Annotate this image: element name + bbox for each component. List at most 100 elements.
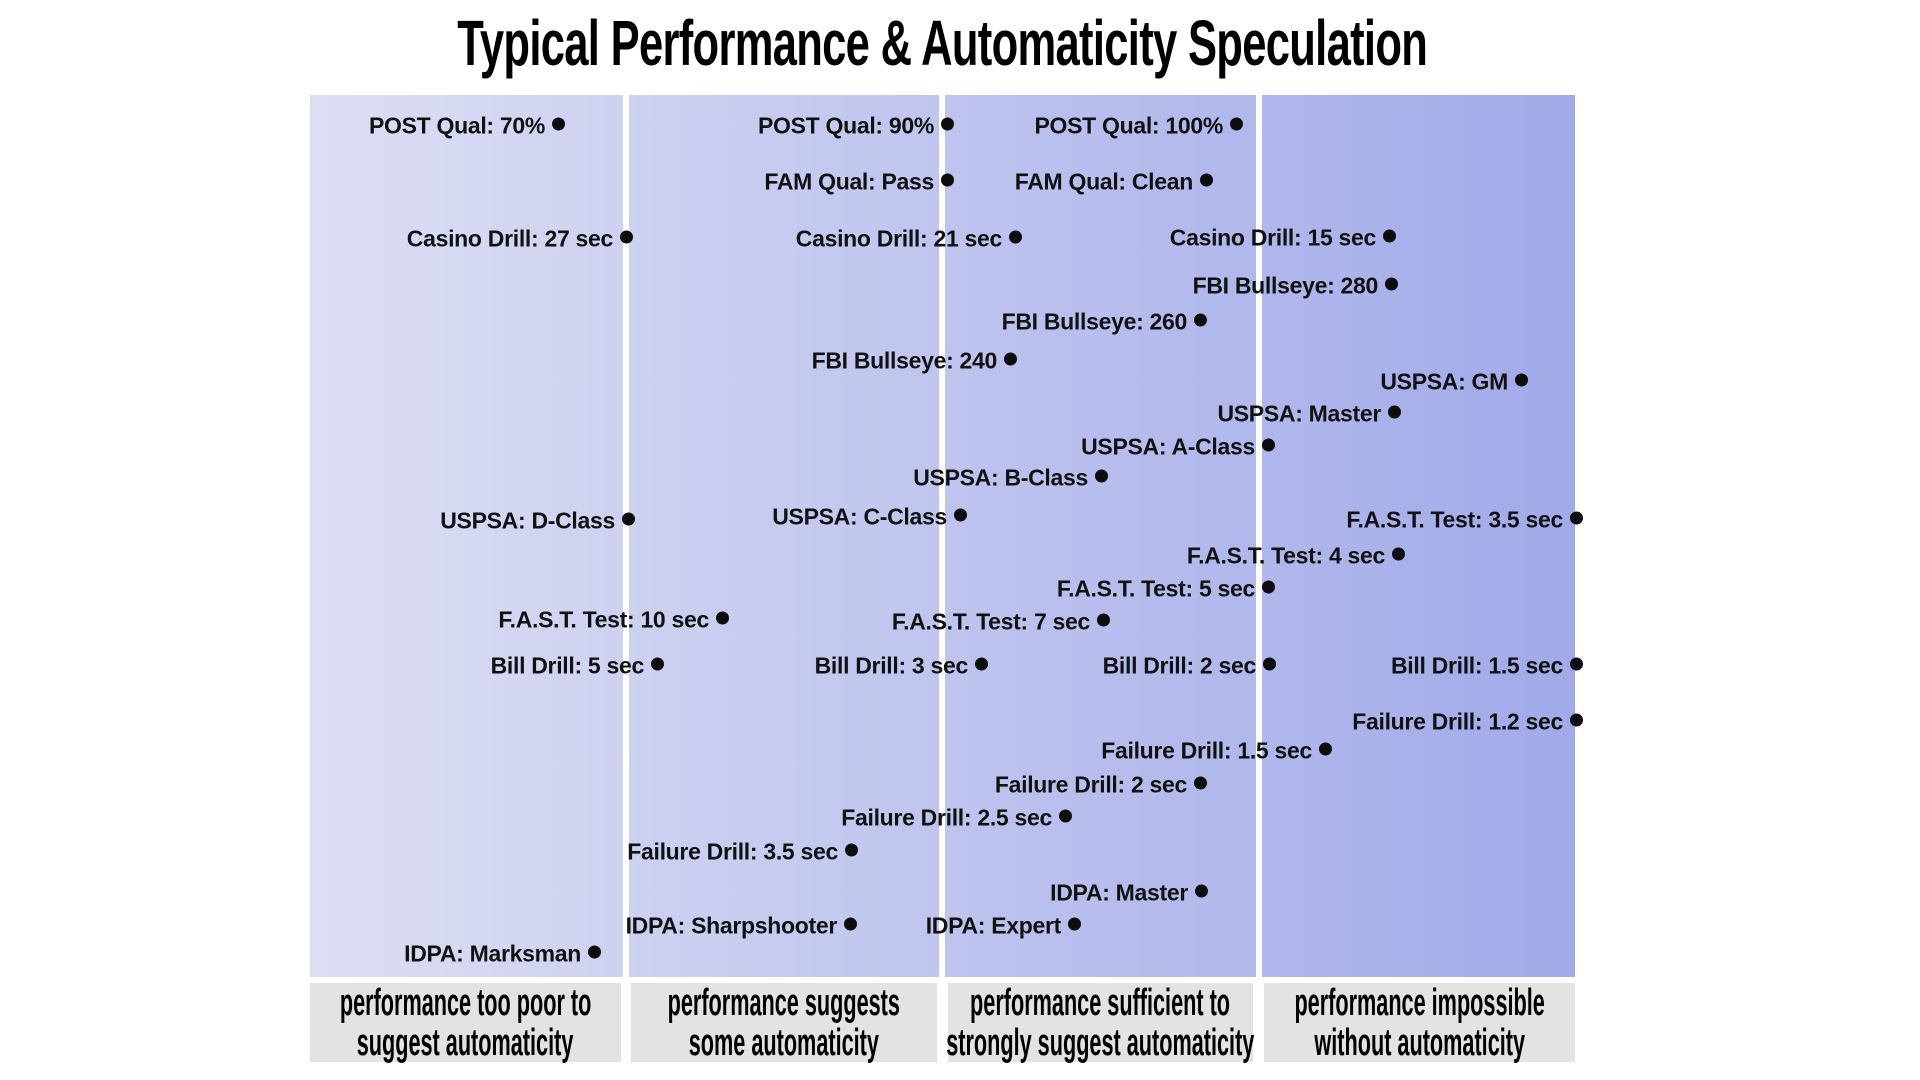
data-point-label: FBI Bullseye: 280 [1192, 272, 1379, 299]
data-point-dot-icon [651, 657, 664, 671]
data-point-label: Bill Drill: 5 sec [490, 652, 645, 679]
data-point: F.A.S.T. Test: 4 sec [1187, 543, 1405, 570]
data-point-dot-icon [1570, 511, 1583, 525]
data-point: USPSA: GM [1380, 369, 1528, 396]
zone-caption-4-line1: performance impossible [1294, 981, 1545, 1024]
data-point-dot-icon [845, 843, 858, 857]
data-point-label: USPSA: Master [1217, 400, 1381, 427]
data-point-dot-icon [941, 173, 954, 187]
data-point: Bill Drill: 5 sec [491, 653, 664, 680]
data-point-label: Bill Drill: 3 sec [814, 652, 969, 679]
data-point: POST Qual: 100% [1034, 113, 1243, 140]
data-point-dot-icon [1068, 917, 1081, 931]
data-point: IDPA: Sharpshooter [626, 913, 857, 940]
data-point-label: FBI Bullseye: 260 [1001, 308, 1188, 335]
data-point-label: USPSA: GM [1380, 368, 1508, 395]
data-point-dot-icon [620, 230, 633, 244]
data-point-dot-icon [1004, 352, 1017, 366]
data-point-dot-icon [941, 117, 954, 131]
data-point-label: IDPA: Marksman [404, 940, 581, 967]
zone-caption-1-line1: performance too poor to [339, 981, 592, 1024]
data-point: Bill Drill: 1.5 sec [1391, 653, 1583, 680]
data-point: IDPA: Master [1050, 880, 1208, 907]
data-point-dot-icon [1194, 776, 1207, 790]
data-point-label: POST Qual: 70% [368, 112, 545, 139]
data-point-label: F.A.S.T. Test: 5 sec [1056, 575, 1255, 602]
data-point-dot-icon [1319, 742, 1332, 756]
data-point-dot-icon [1392, 547, 1405, 561]
data-point-dot-icon [1059, 809, 1072, 823]
data-point-dot-icon [975, 657, 988, 671]
data-point: Failure Drill: 2 sec [995, 772, 1207, 799]
data-point-dot-icon [1383, 229, 1396, 243]
data-point-dot-icon [552, 117, 565, 131]
data-point-label: Bill Drill: 2 sec [1102, 652, 1257, 679]
data-point-dot-icon [954, 508, 967, 522]
data-point-label: FBI Bullseye: 240 [811, 347, 998, 374]
data-point: POST Qual: 90% [758, 113, 954, 140]
data-point-dot-icon [622, 512, 635, 526]
zone-divider-3 [1256, 95, 1262, 977]
zone-divider-1 [623, 95, 629, 977]
chart-title: Typical Performance & Automaticity Specu… [457, 7, 1429, 79]
data-point-label: IDPA: Expert [925, 912, 1062, 939]
data-point-dot-icon [1262, 438, 1275, 452]
data-point: Bill Drill: 2 sec [1103, 653, 1276, 680]
data-point-dot-icon [1262, 580, 1275, 594]
data-point: Casino Drill: 27 sec [407, 226, 633, 253]
data-point: Failure Drill: 3.5 sec [627, 839, 858, 866]
data-point: Casino Drill: 21 sec [796, 226, 1022, 253]
data-point-label: Bill Drill: 1.5 sec [1391, 652, 1563, 679]
data-point-dot-icon [1570, 657, 1583, 671]
data-point: FAM Qual: Clean [1015, 169, 1213, 196]
data-point: Failure Drill: 2.5 sec [841, 805, 1072, 832]
data-point: F.A.S.T. Test: 3.5 sec [1346, 507, 1583, 534]
data-point: F.A.S.T. Test: 5 sec [1057, 576, 1275, 603]
data-point-dot-icon [1570, 713, 1583, 727]
data-point-label: Casino Drill: 27 sec [406, 225, 614, 252]
data-point-dot-icon [1194, 313, 1207, 327]
data-point: F.A.S.T. Test: 10 sec [498, 607, 729, 634]
zone-caption-2-line1: performance suggests [667, 981, 901, 1024]
zone-caption-3: performance sufficient to strongly sugge… [946, 981, 1255, 1064]
data-point-dot-icon [1263, 657, 1276, 671]
zone-divider-2 [939, 95, 945, 977]
data-point-label: Casino Drill: 21 sec [795, 225, 1003, 252]
data-point: USPSA: A-Class [1081, 434, 1275, 461]
data-point: USPSA: Master [1217, 401, 1401, 428]
data-point: IDPA: Expert [926, 913, 1081, 940]
data-point-label: Failure Drill: 3.5 sec [627, 838, 838, 865]
data-point-dot-icon [1097, 613, 1110, 627]
data-point-dot-icon [1095, 469, 1108, 483]
data-point-label: F.A.S.T. Test: 10 sec [498, 606, 709, 633]
data-point: FBI Bullseye: 240 [812, 348, 1017, 375]
data-point-dot-icon [1195, 884, 1208, 898]
zone-caption-2: performance suggests some automaticity [631, 981, 937, 1063]
data-point-label: USPSA: B-Class [913, 464, 1088, 491]
data-point-label: F.A.S.T. Test: 4 sec [1186, 542, 1385, 569]
data-point: USPSA: D-Class [440, 508, 635, 535]
data-point-label: USPSA: D-Class [440, 507, 615, 534]
data-point-label: F.A.S.T. Test: 7 sec [891, 608, 1090, 635]
data-point-dot-icon [1388, 405, 1401, 419]
data-point-label: Failure Drill: 2.5 sec [841, 804, 1052, 831]
data-point-dot-icon [716, 611, 729, 625]
zone-caption-3-line2: strongly suggest automaticity [946, 1021, 1255, 1064]
data-point: FAM Qual: Pass [764, 169, 954, 196]
data-point: Casino Drill: 15 sec [1170, 225, 1396, 252]
data-point: USPSA: C-Class [772, 504, 967, 531]
zone-caption-3-line1: performance sufficient to [970, 981, 1231, 1024]
data-point-dot-icon [1385, 277, 1398, 291]
data-point-label: POST Qual: 100% [1034, 112, 1223, 139]
data-point: Failure Drill: 1.5 sec [1101, 738, 1332, 765]
data-point-label: POST Qual: 90% [757, 112, 934, 139]
zone-caption-1-line2: suggest automaticity [357, 1021, 574, 1064]
data-point-label: Casino Drill: 15 sec [1169, 224, 1377, 251]
data-point-dot-icon [588, 945, 601, 959]
data-point-label: IDPA: Sharpshooter [625, 912, 838, 939]
data-point: FBI Bullseye: 260 [1002, 309, 1207, 336]
data-point-dot-icon [1200, 173, 1213, 187]
zone-caption-4-line2: without automaticity [1314, 1021, 1525, 1064]
data-point: USPSA: B-Class [913, 465, 1108, 492]
data-point: POST Qual: 70% [369, 113, 565, 140]
